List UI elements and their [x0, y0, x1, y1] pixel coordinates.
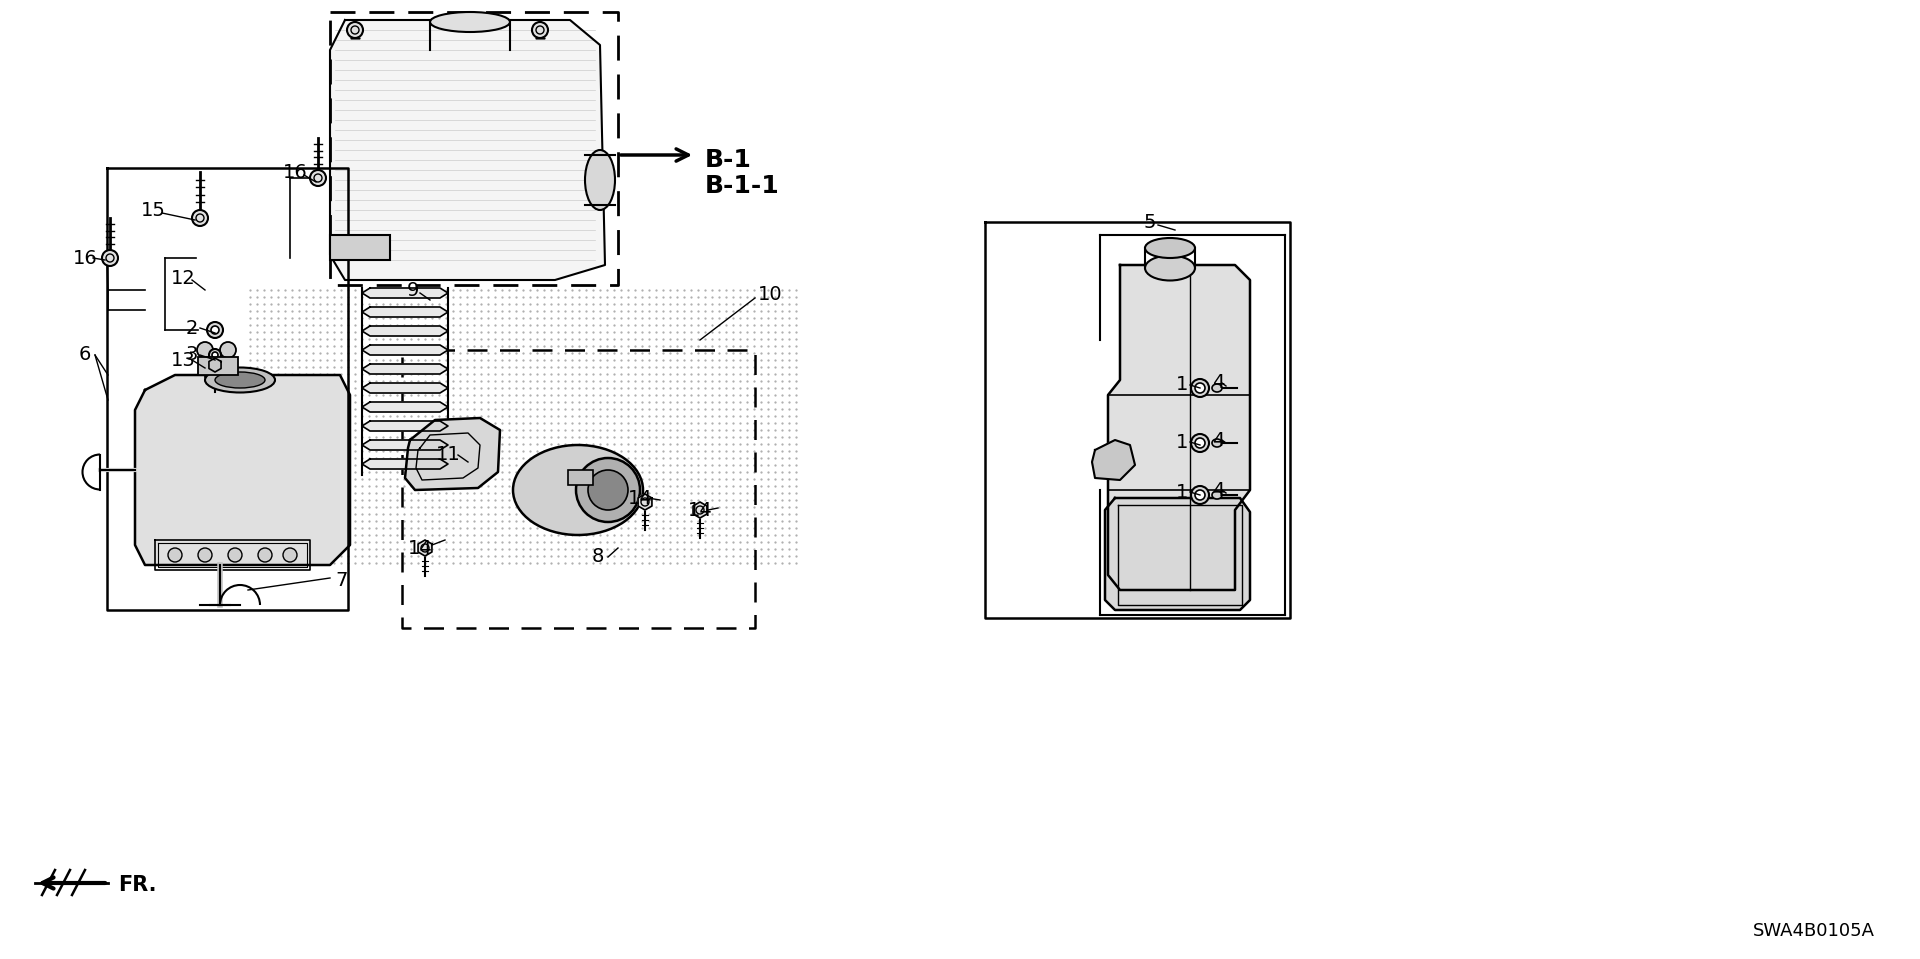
Text: 16: 16: [282, 162, 307, 181]
Text: 14: 14: [407, 539, 432, 557]
Circle shape: [192, 210, 207, 226]
Polygon shape: [209, 358, 221, 372]
Circle shape: [1194, 438, 1206, 448]
Text: 16: 16: [73, 248, 98, 268]
Polygon shape: [363, 345, 447, 355]
Polygon shape: [1106, 498, 1250, 610]
Ellipse shape: [1144, 255, 1194, 280]
Text: 14: 14: [687, 501, 712, 520]
Circle shape: [221, 342, 236, 358]
Polygon shape: [693, 502, 707, 518]
Ellipse shape: [215, 372, 265, 388]
Circle shape: [207, 322, 223, 338]
Ellipse shape: [1212, 491, 1221, 499]
Polygon shape: [1092, 440, 1135, 480]
Ellipse shape: [1212, 384, 1221, 392]
Text: 1: 1: [1175, 433, 1188, 452]
Text: B-1
B-1-1: B-1 B-1-1: [705, 148, 780, 198]
Circle shape: [348, 22, 363, 38]
Text: 7: 7: [336, 571, 348, 590]
Circle shape: [169, 548, 182, 562]
Circle shape: [228, 548, 242, 562]
Circle shape: [1190, 434, 1210, 452]
Circle shape: [309, 170, 326, 186]
Text: 2: 2: [186, 318, 198, 338]
Circle shape: [198, 342, 213, 358]
Polygon shape: [363, 326, 447, 336]
Ellipse shape: [513, 445, 643, 535]
Circle shape: [257, 548, 273, 562]
Circle shape: [1194, 490, 1206, 500]
Text: 15: 15: [140, 200, 165, 220]
Text: 1: 1: [1175, 376, 1188, 394]
Text: 12: 12: [171, 269, 196, 288]
Circle shape: [102, 250, 117, 266]
Polygon shape: [134, 375, 349, 565]
Polygon shape: [637, 494, 653, 510]
Text: 13: 13: [171, 350, 196, 369]
Polygon shape: [363, 307, 447, 317]
Bar: [198, 357, 238, 375]
Polygon shape: [363, 364, 447, 374]
Ellipse shape: [430, 12, 511, 32]
Polygon shape: [405, 418, 499, 490]
Text: 1: 1: [1175, 482, 1188, 502]
Text: 11: 11: [436, 446, 461, 464]
Circle shape: [588, 470, 628, 510]
Circle shape: [576, 458, 639, 522]
Circle shape: [1190, 379, 1210, 397]
Text: 4: 4: [1212, 373, 1225, 392]
Text: 8: 8: [591, 548, 605, 567]
Polygon shape: [363, 421, 447, 431]
Circle shape: [1190, 486, 1210, 504]
Ellipse shape: [1144, 238, 1194, 258]
Circle shape: [198, 548, 211, 562]
Circle shape: [532, 22, 547, 38]
Text: 6: 6: [79, 345, 90, 364]
Ellipse shape: [586, 150, 614, 210]
Text: 5: 5: [1144, 213, 1156, 231]
Polygon shape: [1108, 265, 1250, 590]
Text: 3: 3: [186, 345, 198, 364]
Circle shape: [211, 352, 219, 358]
Text: 9: 9: [407, 280, 419, 299]
Polygon shape: [330, 20, 605, 280]
Polygon shape: [363, 440, 447, 450]
Polygon shape: [363, 288, 447, 298]
Circle shape: [282, 548, 298, 562]
Text: 10: 10: [758, 286, 781, 305]
Text: 4: 4: [1212, 480, 1225, 500]
Ellipse shape: [205, 367, 275, 392]
Text: 14: 14: [628, 488, 653, 507]
Polygon shape: [363, 459, 447, 469]
Ellipse shape: [1212, 439, 1221, 447]
Circle shape: [209, 349, 221, 361]
Bar: [330, 235, 390, 260]
Bar: [568, 470, 593, 485]
Polygon shape: [419, 540, 432, 556]
Text: FR.: FR.: [117, 875, 157, 895]
Polygon shape: [363, 383, 447, 393]
Polygon shape: [363, 402, 447, 412]
Text: 4: 4: [1212, 431, 1225, 450]
Circle shape: [211, 326, 219, 334]
Text: SWA4B0105A: SWA4B0105A: [1753, 922, 1876, 940]
Circle shape: [1194, 383, 1206, 393]
